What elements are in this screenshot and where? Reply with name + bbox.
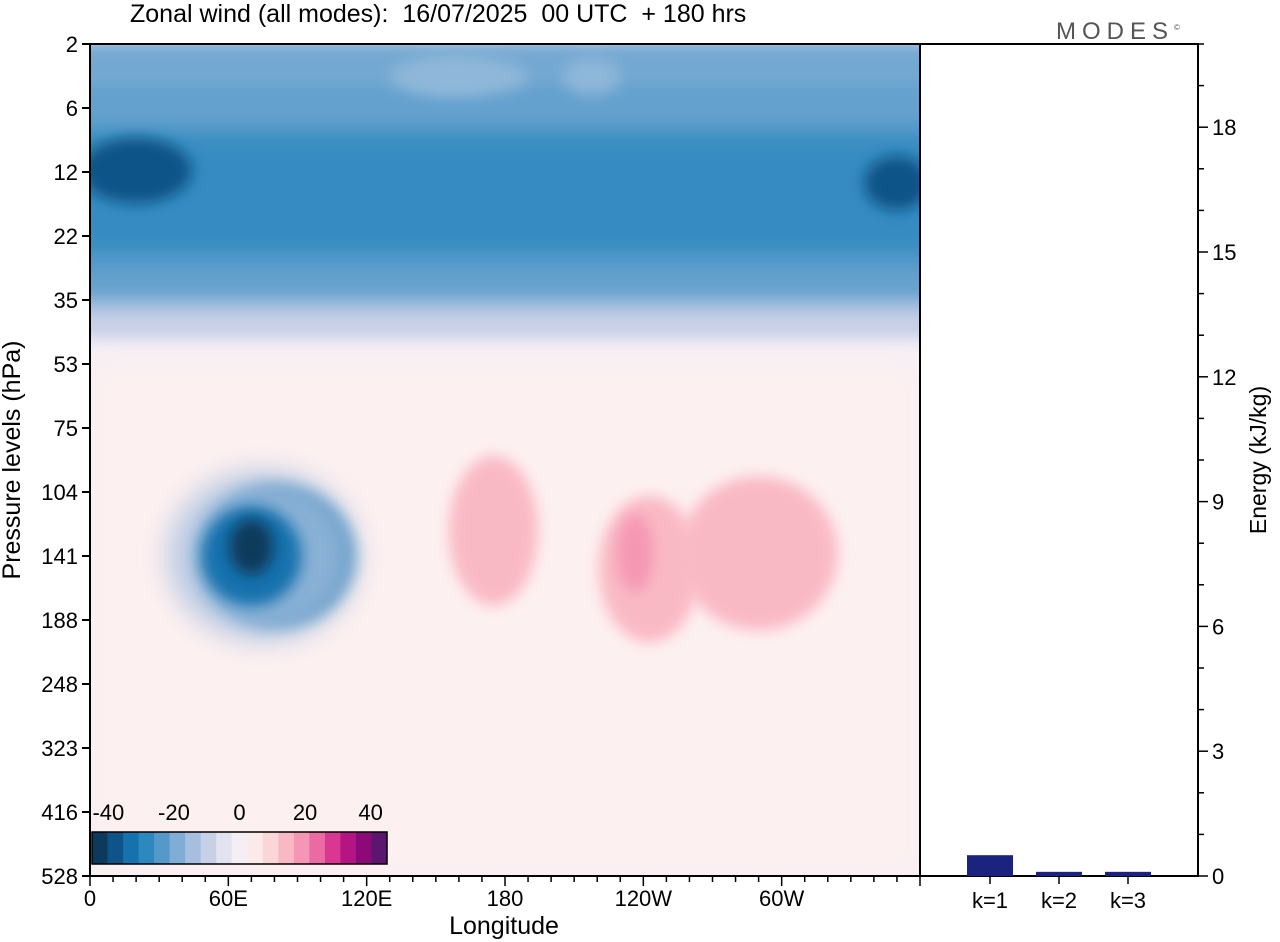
pressure-tick-label: 141	[41, 544, 78, 569]
pressure-tick-label: 248	[41, 672, 78, 697]
pressure-tick-label: 53	[54, 352, 78, 377]
colorbar-swatch	[231, 832, 248, 864]
colorbar-swatch	[309, 832, 326, 864]
energy-tick-label: 3	[1212, 739, 1224, 764]
pressure-tick-label: 6	[66, 96, 78, 121]
colorbar-swatch	[262, 832, 279, 864]
pressure-tick-label: 35	[54, 288, 78, 313]
colorbar-tick-label: 20	[293, 800, 317, 825]
chart-title: Zonal wind (all modes): 16/07/2025 00 UT…	[130, 0, 747, 28]
colorbar-swatch	[324, 832, 341, 864]
colorbar-tick-label: 0	[233, 800, 245, 825]
longitude-tick-label: 60E	[209, 886, 248, 911]
energy-tick-label: 9	[1212, 490, 1224, 515]
colorbar-swatch	[340, 832, 357, 864]
energy-panel: 0 3 6 9 12 15 18 k=1 k=2 k=3 Energy (kJ/kg)	[919, 43, 1271, 913]
mode-tick-label: k=2	[1041, 888, 1077, 913]
energy-axis: 0 3 6 9 12 15 18	[1198, 43, 1236, 889]
energy-frame	[919, 43, 1199, 877]
pressure-tick-label: 323	[41, 736, 78, 761]
energy-tick-label: 15	[1212, 240, 1236, 265]
brand-text: MODES	[1056, 18, 1175, 45]
colorbar-swatch	[278, 832, 295, 864]
neg-core-center	[229, 518, 274, 575]
colorbar-tick-label: 40	[358, 800, 382, 825]
energy-tick-label: 6	[1212, 614, 1224, 639]
y-axis-label: Pressure levels (hPa)	[0, 341, 26, 580]
mode-axis: k=1 k=2 k=3	[972, 876, 1146, 913]
pressure-tick-label: 12	[54, 160, 78, 185]
longitude-axis: 0 60E 120E 180 120W 60W	[84, 876, 921, 911]
longitude-tick-label: 60W	[759, 886, 804, 911]
brand-mark: ©	[1174, 23, 1180, 32]
pressure-tick-label: 188	[41, 608, 78, 633]
longitude-tick-label: 180	[487, 886, 524, 911]
brand-logo: MODES©	[1056, 18, 1180, 46]
contour-region-9	[679, 476, 838, 631]
energy-tick-label: 0	[1212, 864, 1224, 889]
colorbar-swatch	[185, 832, 202, 864]
colorbar-swatch	[247, 832, 264, 864]
colorbar-swatch	[107, 832, 124, 864]
energy-axis-label: Energy (kJ/kg)	[1245, 386, 1271, 534]
mode-tick-label: k=1	[972, 888, 1008, 913]
contour-region-8	[617, 514, 654, 593]
energy-tick-label: 12	[1212, 365, 1236, 390]
longitude-tick-label: 120E	[341, 886, 392, 911]
colorbar-swatch	[123, 832, 140, 864]
energy-tick-label: 18	[1212, 115, 1236, 140]
colorbar-swatch	[371, 832, 388, 864]
colorbar-tick-label: -20	[158, 800, 190, 825]
contour-region-3	[863, 155, 920, 211]
x-axis-label: Longitude	[449, 912, 559, 940]
pressure-tick-label: 416	[41, 800, 78, 825]
colorbar-swatch	[138, 832, 155, 864]
energy-bar-k=2	[1036, 871, 1082, 876]
heatmap-panel: 2 6 12 22 35 53 75 104 141 188 248 323 416 528 0 60E 12…	[0, 32, 921, 940]
pressure-tick-label: 75	[54, 416, 78, 441]
colorbar-tick-label: -40	[92, 800, 124, 825]
colorbar-swatch	[200, 832, 217, 864]
colorbar-swatch	[169, 832, 186, 864]
contour-region-6	[448, 455, 539, 606]
colorbar: -40 -20 0 20 40	[91, 800, 388, 865]
colorbar-swatch	[92, 832, 109, 864]
colorbar-frame	[91, 831, 388, 865]
energy-bars	[967, 855, 1151, 876]
pressure-tick-label: 104	[41, 480, 78, 505]
colorbar-swatch	[355, 832, 372, 864]
contour-region-2	[90, 137, 193, 204]
energy-bar-k=1	[967, 855, 1013, 876]
longitude-tick-label: 0	[84, 886, 96, 911]
energy-bar-k=3	[1105, 871, 1151, 876]
pressure-tick-label: 528	[41, 864, 78, 889]
longitude-tick-label: 120W	[615, 886, 673, 911]
colorbar-swatch	[154, 832, 171, 864]
mode-tick-label: k=3	[1110, 888, 1146, 913]
colorbar-swatch	[216, 832, 233, 864]
heatmap-field	[90, 44, 920, 876]
pressure-tick-label: 22	[54, 224, 78, 249]
contour-region-1	[90, 134, 920, 254]
pressure-axis: 2 6 12 22 35 53 75 104 141 188 248 323 416 528	[41, 32, 90, 889]
pressure-tick-label: 2	[66, 32, 78, 57]
colorbar-swatch	[293, 832, 310, 864]
